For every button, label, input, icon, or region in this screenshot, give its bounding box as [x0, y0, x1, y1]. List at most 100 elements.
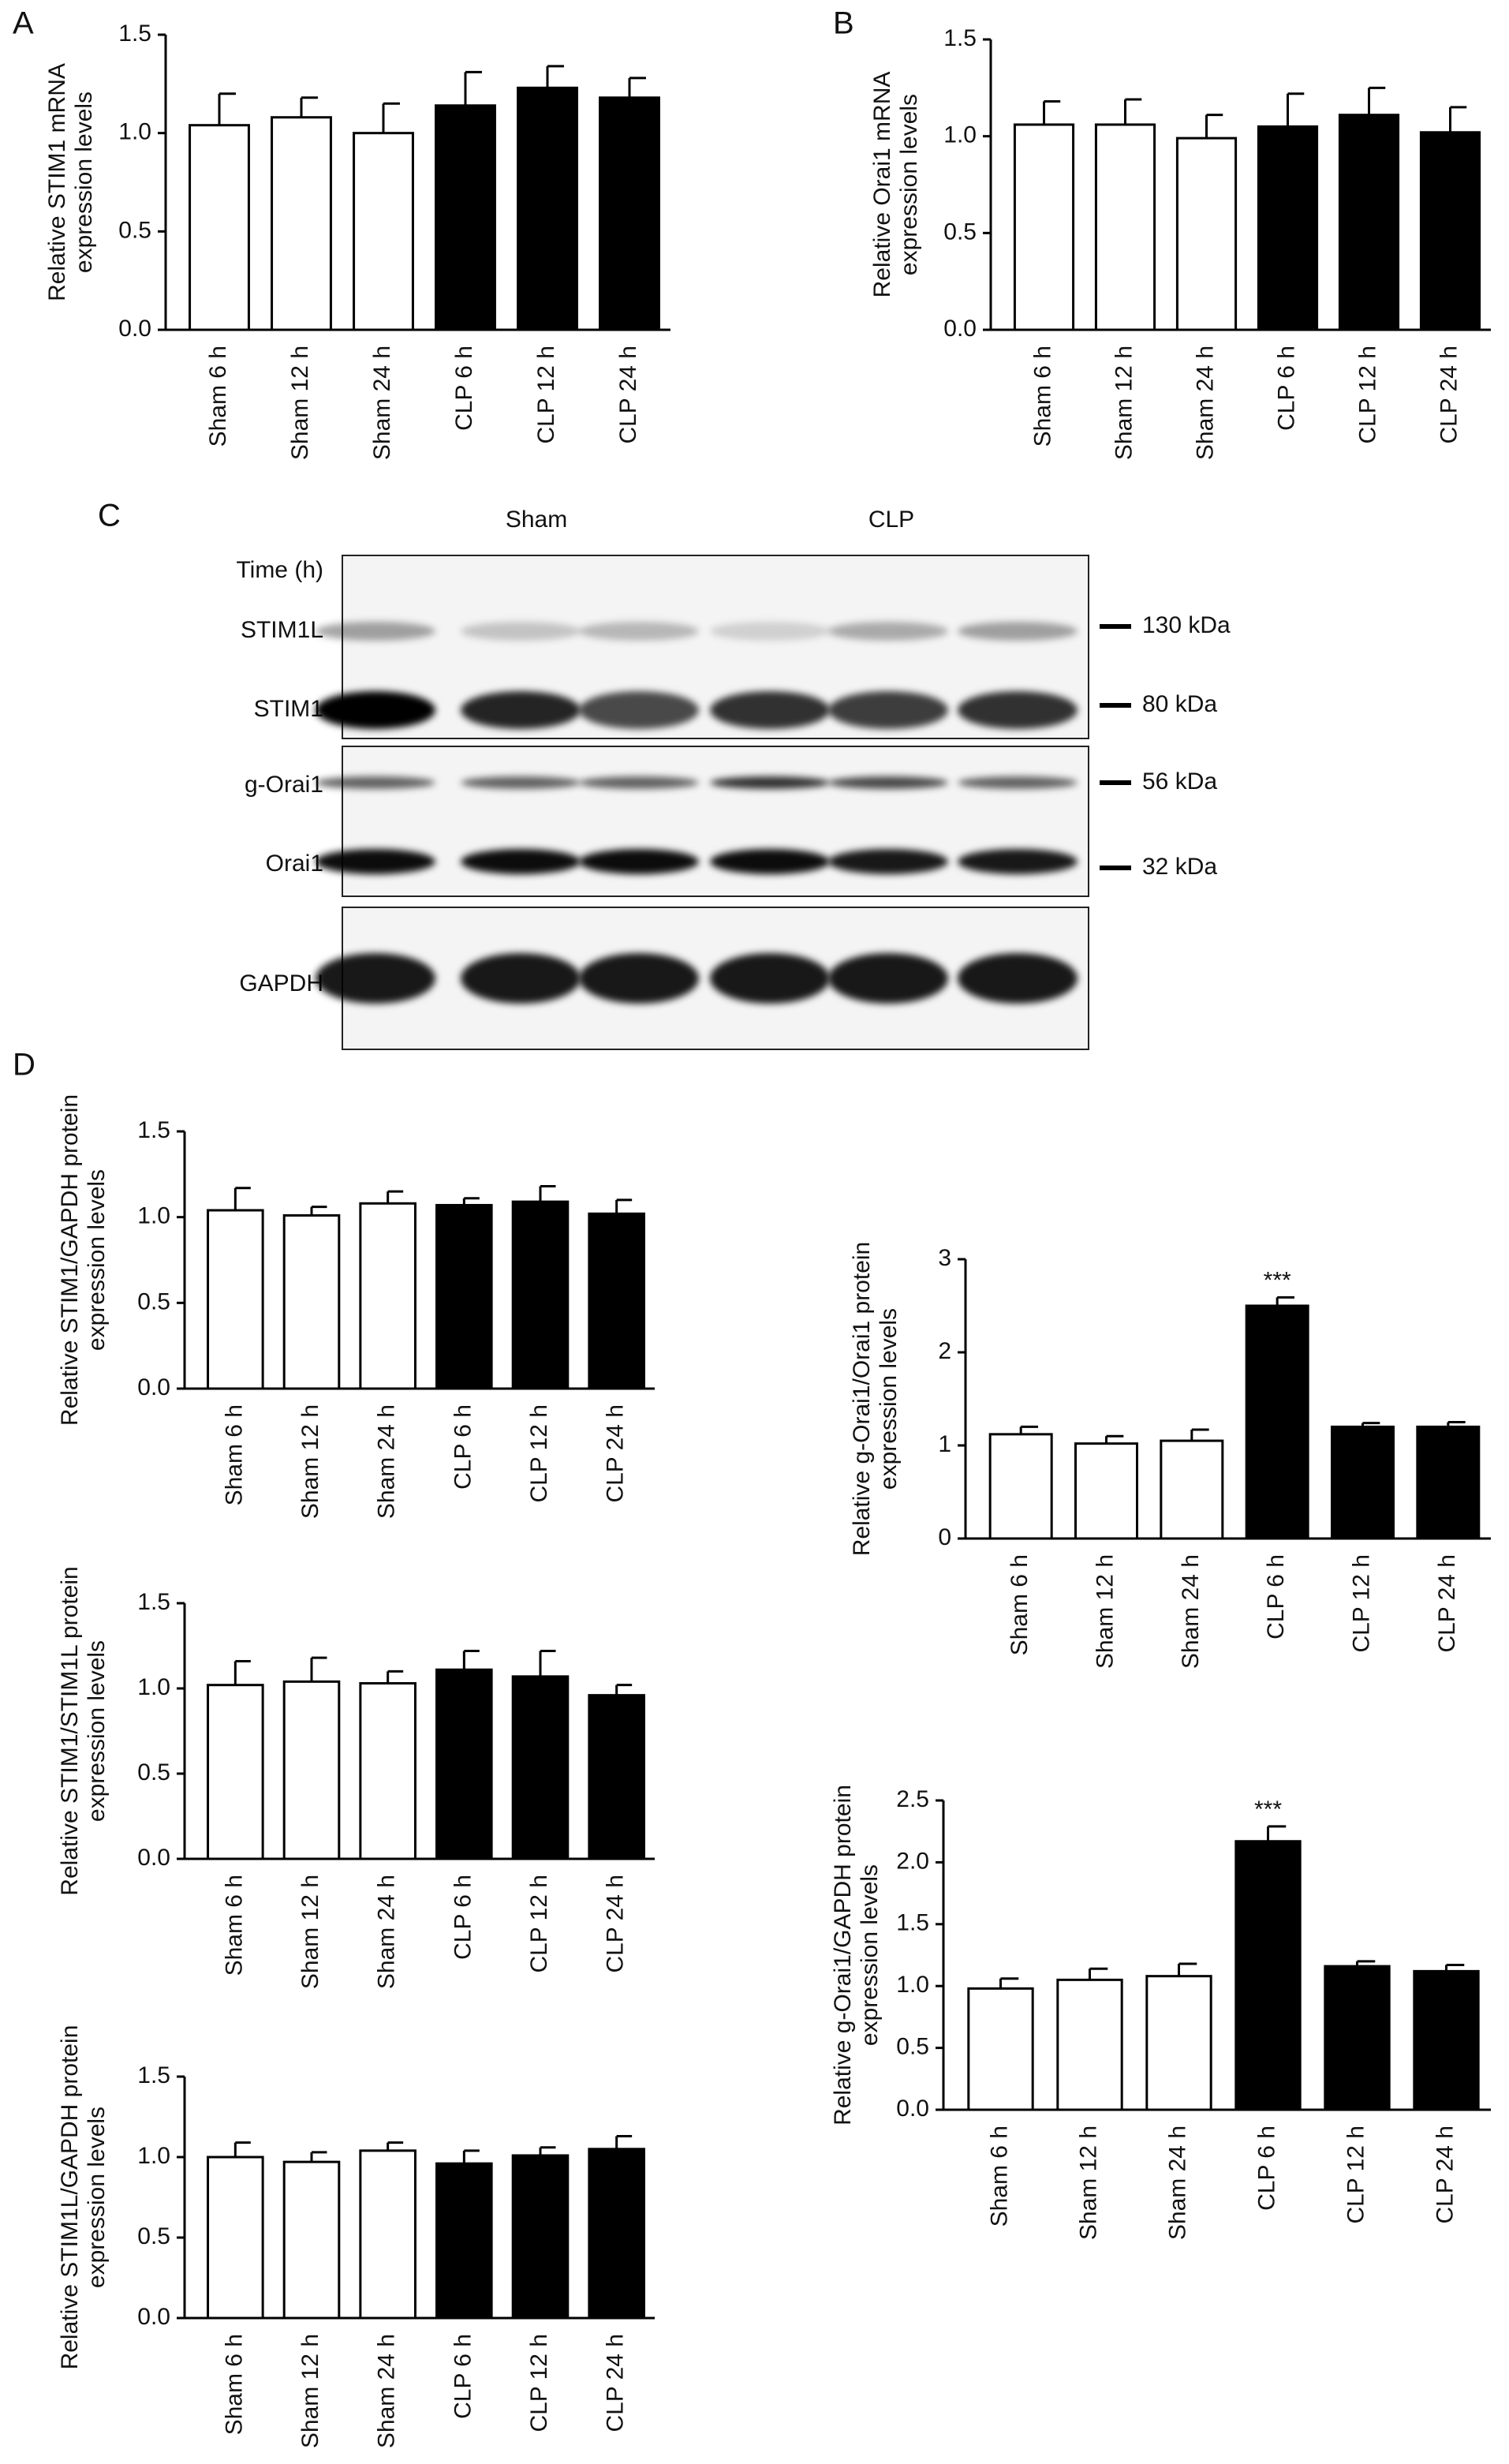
row-label: STIM1	[254, 696, 323, 722]
bar	[1145, 1975, 1212, 2111]
x-tick-label: Sham 24 h	[374, 1404, 400, 1519]
bar	[1419, 131, 1481, 331]
error-bar	[387, 1669, 404, 1684]
blot-box	[342, 746, 1089, 897]
bar	[1013, 123, 1075, 331]
blot-band	[828, 849, 948, 874]
y-axis-label: Relative g-Orai1/Orai1 protein	[849, 1242, 875, 1557]
blot-band	[316, 776, 435, 789]
bar	[588, 1694, 645, 1860]
y-tick-label: 0.5	[137, 1759, 170, 1785]
row-label: Orai1	[266, 851, 323, 877]
y-tick-label: 0.0	[896, 2096, 929, 2122]
error-bar	[615, 1198, 633, 1214]
blot-band	[828, 622, 948, 641]
x-tick-label: Sham 6 h	[1007, 1554, 1033, 1655]
error-bar	[1089, 1967, 1108, 1980]
y-tick-label: 0.0	[943, 316, 977, 342]
blot-band	[316, 849, 435, 874]
error-bar	[1019, 1425, 1039, 1434]
time-label: Time (h)	[236, 557, 323, 583]
error-bar	[546, 65, 564, 88]
x-tick-label: Sham 24 h	[374, 2334, 400, 2448]
blot-band	[710, 691, 830, 729]
panel-letter: C	[98, 499, 121, 533]
y-axis-label: expression levels	[876, 1308, 902, 1490]
error-bar	[1368, 86, 1386, 115]
y-tick-label: 0.0	[137, 2304, 170, 2330]
error-bar	[1361, 1422, 1380, 1427]
x-tick-label: Sham 24 h	[369, 346, 395, 460]
y-tick-label: 1.0	[118, 119, 151, 145]
bar	[207, 2156, 264, 2320]
bar	[511, 1675, 570, 1860]
error-bar	[300, 96, 318, 118]
y-axis-label: Relative g-Orai1/GAPDH protein	[830, 1785, 856, 2126]
y-tick-label: 0.5	[137, 1288, 170, 1314]
x-tick-label: CLP 24 h	[603, 1404, 629, 1503]
blot-band	[710, 953, 830, 1004]
y-axis-label: Relative STIM1/GAPDH protein	[57, 1094, 83, 1426]
x-tick-label: CLP 12 h	[526, 1875, 552, 1973]
row-label: STIM1L	[241, 617, 323, 643]
panel-letter: A	[13, 6, 34, 41]
y-tick-label: 1.5	[137, 2062, 170, 2088]
y-tick-label: 0.5	[943, 219, 977, 245]
y-axis-label: Relative Orai1 mRNA	[869, 72, 895, 298]
x-tick-label: CLP 6 h	[1273, 346, 1299, 431]
y-axis-label: expression levels	[84, 1640, 110, 1822]
bar	[1416, 1425, 1481, 1540]
y-axis-label: expression levels	[71, 92, 97, 273]
y-tick-label: 0.0	[118, 316, 151, 342]
blot-band	[579, 776, 699, 789]
y-axis-label: Relative STIM1 mRNA	[44, 63, 70, 301]
bar	[359, 2149, 416, 2320]
x-tick-label: CLP 12 h	[526, 1404, 552, 1503]
x-tick-label: Sham 24 h	[374, 1875, 400, 1989]
y-axis-label: expression levels	[857, 1864, 883, 2046]
blot-band	[958, 953, 1078, 1004]
bar	[1324, 1965, 1391, 2111]
x-tick-label: CLP 12 h	[1343, 2126, 1369, 2224]
x-tick-label: Sham 12 h	[287, 346, 313, 460]
blot-band	[710, 849, 830, 874]
bar	[517, 86, 578, 331]
x-tick-label: CLP 24 h	[615, 346, 641, 444]
marker-label: 130 kDa	[1142, 612, 1231, 638]
bar	[282, 2160, 341, 2320]
bar	[588, 2148, 645, 2320]
y-tick-label: 1.0	[896, 1972, 929, 1998]
x-tick-label: Sham 12 h	[1111, 346, 1137, 460]
error-bar	[1287, 92, 1305, 127]
bar	[588, 1212, 645, 1390]
x-tick-label: Sham 24 h	[1164, 2126, 1190, 2240]
bar	[359, 1682, 416, 1860]
x-tick-label: CLP 24 h	[603, 2334, 629, 2432]
x-tick-label: CLP 24 h	[603, 1875, 629, 1973]
panel-letter: D	[13, 1048, 35, 1082]
y-tick-label: 2.0	[896, 1848, 929, 1874]
error-bar	[1178, 1962, 1197, 1976]
bar	[1160, 1439, 1224, 1540]
y-axis-label: expression levels	[84, 1169, 110, 1351]
x-tick-label: CLP 6 h	[450, 2334, 476, 2419]
error-bar	[1124, 98, 1142, 125]
blot-band	[958, 691, 1078, 729]
blot-band	[316, 691, 435, 729]
error-bar	[539, 1649, 556, 1677]
bar	[1234, 1840, 1302, 2111]
bar	[1056, 1978, 1123, 2111]
marker-label: 56 kDa	[1142, 768, 1217, 795]
y-axis-label: expression levels	[84, 2107, 110, 2288]
error-bar	[462, 1197, 480, 1206]
error-bar	[233, 1187, 251, 1210]
bar	[1331, 1425, 1395, 1540]
x-tick-label: Sham 12 h	[297, 1404, 323, 1519]
bar	[1257, 125, 1319, 331]
blot-band	[710, 776, 830, 789]
error-bar	[999, 1977, 1019, 1989]
error-bar	[310, 1656, 327, 1682]
x-tick-label: CLP 12 h	[533, 346, 559, 444]
x-tick-label: CLP 12 h	[1354, 346, 1380, 444]
